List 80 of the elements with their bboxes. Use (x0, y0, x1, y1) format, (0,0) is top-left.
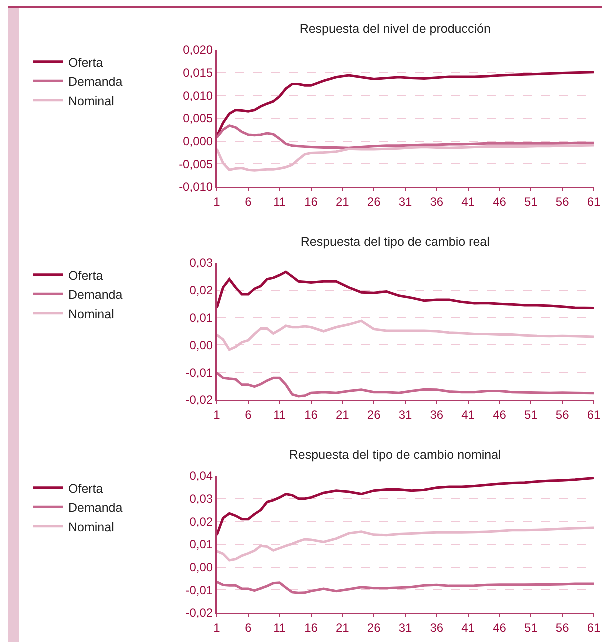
x-tick-label: 26 (367, 408, 382, 422)
y-tick-label: 0,02 (190, 284, 214, 298)
x-tick-label: 11 (274, 620, 286, 635)
x-tick-label: 21 (336, 408, 350, 422)
y-tick-label: -0,010 (179, 180, 214, 194)
y-tick-label: -0,01 (186, 583, 214, 598)
y-tick-label: 0,01 (190, 538, 214, 552)
legend-label: Oferta (68, 482, 104, 496)
x-tick-label: 61 (587, 620, 601, 635)
line-series (217, 270, 594, 310)
y-tick-label: 0,00 (190, 560, 214, 575)
y-tick-label: 0,010 (183, 88, 214, 103)
x-tick-label: 41 (462, 194, 476, 209)
legend-label: Demanda (68, 501, 123, 516)
line-series (217, 320, 594, 352)
line-series (217, 580, 594, 594)
y-tick-label: 0,02 (190, 514, 214, 529)
x-tick-label: 6 (245, 620, 252, 635)
x-tick-label: 1 (214, 620, 221, 635)
chart-title: Respuesta del tipo de cambio real (300, 235, 490, 250)
x-tick-label: 41 (462, 620, 476, 635)
line-series (217, 144, 594, 172)
x-tick-label: 41 (462, 408, 476, 422)
x-tick-label: 51 (524, 194, 538, 209)
x-tick-label: 46 (493, 194, 507, 209)
x-tick-label: 61 (587, 194, 601, 209)
y-tick-label: 0,00 (190, 338, 214, 352)
y-tick-label: -0,005 (179, 157, 214, 172)
legend-label: Nominal (68, 307, 114, 322)
x-tick-label: 21 (336, 194, 350, 209)
y-tick-label: -0,02 (186, 393, 214, 408)
y-tick-label: 0,000 (183, 134, 214, 149)
legend-label: Oferta (68, 268, 104, 283)
chart-title: Respuesta del tipo de cambio nominal (289, 448, 502, 462)
x-tick-label: 1 (214, 194, 221, 209)
line-series (217, 372, 594, 398)
line-series (217, 71, 594, 138)
y-tick-label: 0,03 (190, 256, 214, 270)
y-tick-label: 0,01 (190, 311, 214, 325)
x-tick-label: 26 (367, 194, 382, 209)
x-tick-label: 31 (398, 194, 412, 209)
x-tick-label: 56 (556, 620, 570, 635)
x-tick-label: 36 (430, 194, 444, 209)
x-tick-label: 1 (214, 408, 221, 422)
x-tick-label: 51 (524, 408, 538, 422)
line-series (217, 526, 594, 562)
x-tick-label: 36 (430, 408, 444, 422)
line-series (217, 477, 594, 537)
x-tick-label: 51 (524, 620, 538, 635)
y-tick-label: 0,04 (190, 469, 214, 484)
legend-label: Demanda (68, 75, 123, 90)
x-tick-label: 16 (304, 620, 318, 635)
x-tick-label: 16 (304, 194, 318, 209)
x-tick-label: 56 (556, 194, 570, 209)
y-tick-label: -0,01 (186, 366, 214, 380)
x-tick-label: 31 (398, 620, 412, 635)
y-tick-label: 0,015 (183, 66, 214, 80)
legend-label: Nominal (68, 520, 114, 534)
x-tick-label: 46 (493, 408, 507, 422)
legend-label: Nominal (68, 94, 114, 108)
y-tick-label: 0,020 (183, 43, 214, 58)
x-tick-label: 56 (556, 408, 570, 422)
line-series (217, 124, 594, 150)
legend-label: Demanda (68, 288, 123, 302)
x-tick-label: 21 (336, 620, 350, 635)
x-tick-label: 6 (245, 408, 252, 422)
x-tick-label: 31 (398, 408, 412, 422)
x-tick-label: 11 (274, 194, 286, 209)
x-tick-label: 6 (245, 194, 252, 209)
y-tick-label: -0,02 (186, 606, 214, 620)
x-tick-label: 11 (274, 408, 286, 422)
y-tick-label: 0,005 (183, 112, 214, 126)
x-tick-label: 46 (493, 620, 507, 635)
x-tick-label: 36 (430, 620, 444, 635)
x-tick-label: 16 (304, 408, 318, 422)
legend-label: Oferta (68, 56, 104, 70)
chart-title: Respuesta del nivel de producción (300, 22, 491, 36)
y-tick-label: 0,03 (190, 492, 214, 506)
x-tick-label: 61 (587, 408, 601, 422)
x-tick-label: 26 (367, 620, 382, 635)
